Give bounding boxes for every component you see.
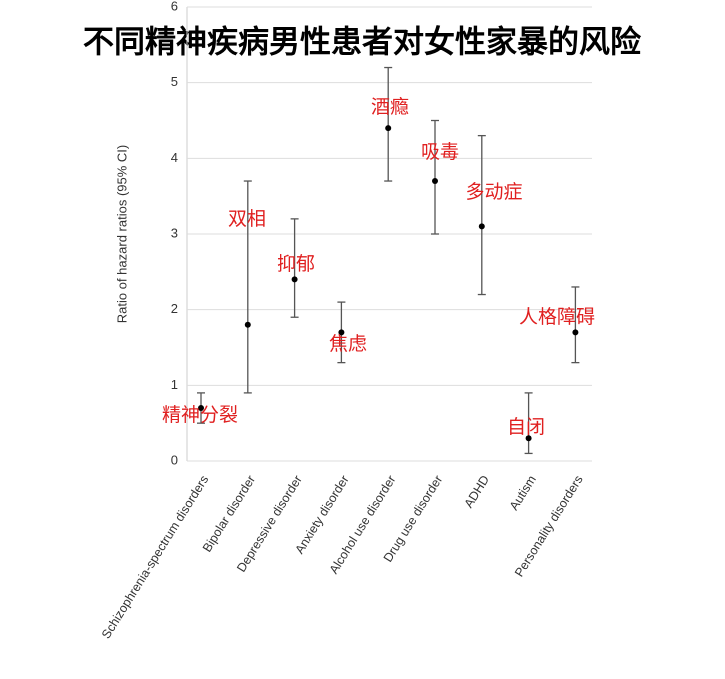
- point: [385, 125, 392, 132]
- point: [244, 321, 251, 328]
- x-tick-label: Autism: [507, 473, 539, 513]
- x-tick-label: Schizophrenia-spectrum disorders: [99, 473, 211, 641]
- point: [338, 329, 345, 336]
- annotation: 抑郁: [277, 253, 315, 275]
- annotation: 自闭: [507, 416, 545, 438]
- y-tick-label: 6: [171, 0, 178, 13]
- y-tick-label: 1: [171, 377, 178, 392]
- annotation: 精神分裂: [162, 404, 238, 426]
- point: [525, 435, 532, 442]
- point: [291, 276, 298, 283]
- y-tick-label: 2: [171, 301, 178, 316]
- y-tick-label: 0: [171, 452, 178, 467]
- y-tick-label: 3: [171, 225, 178, 240]
- point: [432, 178, 438, 185]
- point: [572, 329, 579, 336]
- annotation: 多动症: [465, 181, 522, 203]
- annotation: 人格障碍: [519, 306, 595, 328]
- point: [478, 223, 485, 230]
- y-tick-label: 5: [171, 74, 178, 89]
- y-axis-label: Ratio of hazard ratios (95% CI): [114, 145, 129, 323]
- point: [198, 405, 204, 412]
- annotation: 酒瘾: [371, 96, 409, 118]
- annotation: 焦虑: [329, 333, 367, 355]
- chart-title: 不同精神疾病男性患者对女性家暴的风险: [83, 25, 642, 61]
- annotation: 双相: [228, 208, 266, 230]
- y-tick-label: 4: [171, 150, 178, 165]
- x-tick-label: ADHD: [461, 473, 492, 510]
- annotation: 吸毒: [421, 141, 459, 163]
